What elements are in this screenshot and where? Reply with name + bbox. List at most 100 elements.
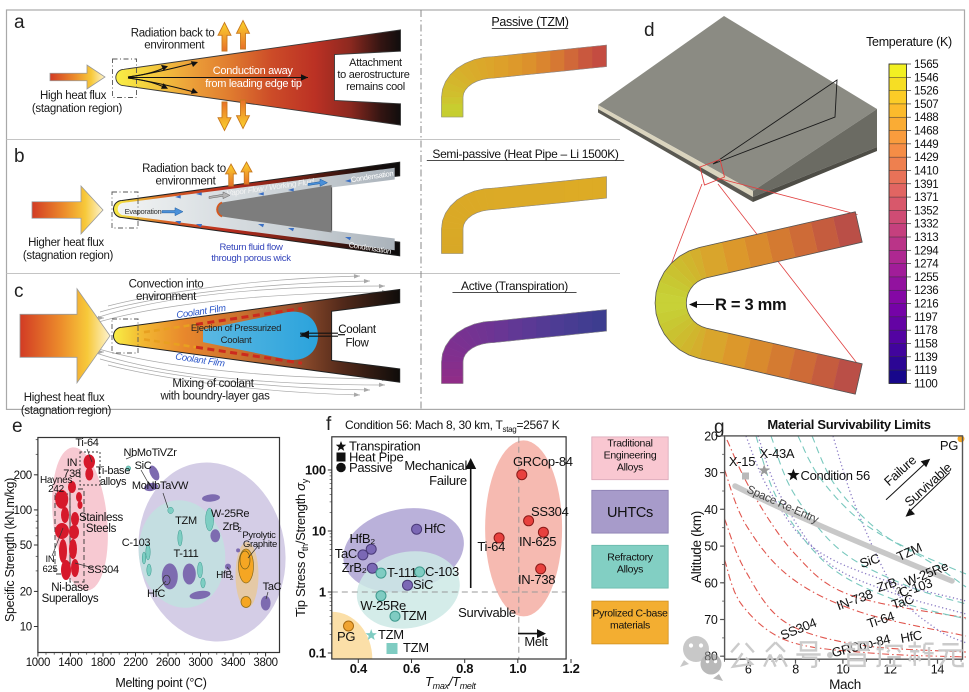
svg-text:10: 10 xyxy=(20,622,32,634)
svg-text:Radiation back to: Radiation back to xyxy=(142,163,226,175)
svg-text:C-103: C-103 xyxy=(122,537,151,549)
svg-text:(stagnation region): (stagnation region) xyxy=(21,405,112,417)
svg-text:from leading edge tip: from leading edge tip xyxy=(205,78,302,90)
svg-text:1507: 1507 xyxy=(914,99,938,111)
svg-text:IN: IN xyxy=(46,554,55,565)
svg-text:IN-738: IN-738 xyxy=(518,572,555,587)
svg-text:1546: 1546 xyxy=(914,72,938,84)
svg-text:0.4: 0.4 xyxy=(350,661,368,676)
svg-text:8: 8 xyxy=(792,663,799,677)
svg-text:e: e xyxy=(12,416,22,437)
svg-text:Ti-base: Ti-base xyxy=(96,465,130,477)
svg-text:SiC: SiC xyxy=(135,460,152,472)
svg-text:60: 60 xyxy=(704,576,718,590)
svg-text:Ti-64: Ti-64 xyxy=(477,539,505,554)
svg-text:1391: 1391 xyxy=(914,179,938,191)
svg-text:Ejection of Pressurized: Ejection of Pressurized xyxy=(191,323,281,334)
svg-text:Transpiration: Transpiration xyxy=(349,439,421,454)
svg-text:T-111: T-111 xyxy=(174,548,199,560)
svg-text:PG: PG xyxy=(337,629,355,644)
svg-text:SS304: SS304 xyxy=(87,564,119,576)
svg-text:HfC: HfC xyxy=(147,588,165,600)
svg-text:Pyrolytic: Pyrolytic xyxy=(242,530,276,541)
svg-text:TaC: TaC xyxy=(890,591,916,612)
svg-text:Heat Pipe: Heat Pipe xyxy=(349,450,403,465)
svg-text:625: 625 xyxy=(43,564,58,575)
svg-text:environment: environment xyxy=(136,291,197,303)
svg-text:(stagnation region): (stagnation region) xyxy=(23,250,114,262)
svg-text:50: 50 xyxy=(20,540,32,552)
svg-text:3000: 3000 xyxy=(188,657,212,669)
svg-text:1158: 1158 xyxy=(914,338,938,350)
svg-text:Semi-passive (Heat Pipe – Li 1: Semi-passive (Heat Pipe – Li 1500K) xyxy=(432,147,619,161)
svg-text:1100: 1100 xyxy=(914,378,938,390)
svg-text:IN: IN xyxy=(67,457,78,469)
svg-text:2600: 2600 xyxy=(156,657,180,669)
svg-text:2: 2 xyxy=(238,527,242,534)
svg-text:Passive (TZM): Passive (TZM) xyxy=(491,15,568,29)
svg-text:Graphite: Graphite xyxy=(243,539,277,550)
svg-text:Haynes: Haynes xyxy=(40,475,72,486)
svg-text:2: 2 xyxy=(230,575,234,582)
svg-text:environment: environment xyxy=(156,176,217,188)
svg-text:Stainless: Stainless xyxy=(79,512,124,524)
svg-text:PG: PG xyxy=(940,438,958,453)
svg-text:SS304: SS304 xyxy=(531,504,569,519)
svg-text:Melting point (°C): Melting point (°C) xyxy=(115,676,206,690)
svg-text:1.0: 1.0 xyxy=(509,661,526,676)
svg-text:Refractory: Refractory xyxy=(607,552,653,564)
svg-text:1800: 1800 xyxy=(91,657,115,669)
svg-text:HfC: HfC xyxy=(424,521,446,536)
svg-text:1139: 1139 xyxy=(914,352,938,364)
svg-text:Failure: Failure xyxy=(429,473,467,488)
svg-text:Alloys: Alloys xyxy=(617,564,643,576)
svg-text:Ni-base: Ni-base xyxy=(51,582,89,594)
svg-text:20: 20 xyxy=(20,586,32,598)
svg-text:2200: 2200 xyxy=(123,657,147,669)
svg-text:10: 10 xyxy=(312,524,326,539)
svg-text:1.2: 1.2 xyxy=(562,661,579,676)
svg-text:242: 242 xyxy=(48,484,65,495)
svg-text:X-15: X-15 xyxy=(729,454,755,469)
svg-text:materials: materials xyxy=(610,620,650,632)
svg-text:Attachment: Attachment xyxy=(349,57,402,69)
svg-text:70: 70 xyxy=(704,613,718,627)
svg-text:10: 10 xyxy=(836,663,850,677)
svg-text:R = 3 mm: R = 3 mm xyxy=(715,296,786,314)
svg-text:1352: 1352 xyxy=(914,205,938,217)
svg-text:1119: 1119 xyxy=(914,365,937,377)
svg-text:1400: 1400 xyxy=(58,657,82,669)
svg-text:environment: environment xyxy=(144,40,205,52)
svg-text:High heat flux: High heat flux xyxy=(40,90,107,102)
svg-text:Altitude (km): Altitude (km) xyxy=(689,511,704,583)
svg-text:1526: 1526 xyxy=(914,86,938,98)
svg-text:1468: 1468 xyxy=(914,126,938,138)
svg-text:to aerostructure: to aerostructure xyxy=(337,69,409,81)
svg-text:UHTCs: UHTCs xyxy=(607,505,653,521)
svg-text:1449: 1449 xyxy=(914,139,938,151)
svg-text:3800: 3800 xyxy=(253,657,277,669)
svg-text:1371: 1371 xyxy=(914,192,938,204)
svg-text:1429: 1429 xyxy=(914,152,938,164)
svg-text:Tip Stress σth/Strength σy: Tip Stress σth/Strength σy xyxy=(293,478,310,617)
svg-text:Conduction away: Conduction away xyxy=(213,65,294,77)
svg-text:20: 20 xyxy=(704,429,718,443)
svg-text:ZrB₂: ZrB₂ xyxy=(342,560,367,575)
svg-text:1488: 1488 xyxy=(914,112,938,124)
svg-text:TZM: TZM xyxy=(378,627,404,642)
svg-text:1178: 1178 xyxy=(914,325,938,337)
svg-text:remains cool: remains cool xyxy=(346,81,405,93)
svg-text:1274: 1274 xyxy=(914,259,939,271)
svg-text:Specific Strength (kN.m/kg): Specific Strength (kN.m/kg) xyxy=(3,478,17,622)
svg-text:MoNbTaVW: MoNbTaVW xyxy=(132,480,189,492)
svg-text:1313: 1313 xyxy=(914,232,938,244)
svg-text:d: d xyxy=(644,20,654,41)
svg-text:g: g xyxy=(714,417,724,438)
svg-text:Evaporation: Evaporation xyxy=(125,207,162,216)
svg-text:through porous wick: through porous wick xyxy=(211,253,291,264)
svg-text:X-43A: X-43A xyxy=(760,446,795,461)
svg-text:HfB₂: HfB₂ xyxy=(349,531,375,546)
svg-text:Convection into: Convection into xyxy=(129,279,204,291)
svg-text:GRCop-84: GRCop-84 xyxy=(513,454,573,469)
svg-text:TaC: TaC xyxy=(263,581,282,593)
